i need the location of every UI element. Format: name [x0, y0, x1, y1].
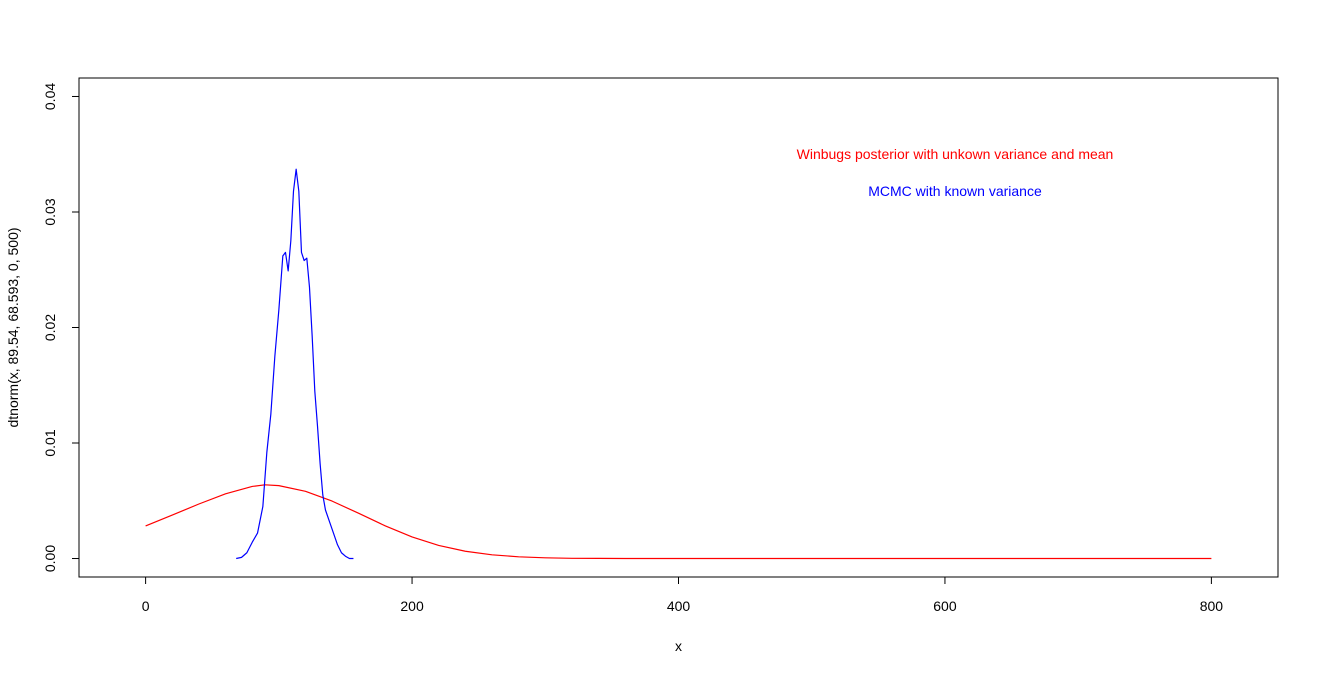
y-axis-label: dtnorm(x, 89.54, 68.593, 0, 500): [5, 227, 21, 427]
annotation-red: Winbugs posterior with unkown variance a…: [797, 146, 1114, 162]
x-tick-label: 400: [667, 598, 691, 614]
series-line-1: [145, 484, 1212, 560]
x-tick-label: 200: [400, 598, 424, 614]
x-axis: 0 200 400 600 800: [142, 576, 1224, 614]
annotation-blue: MCMC with known variance: [868, 183, 1042, 199]
x-tick-label: 600: [933, 598, 957, 614]
y-tick-label: 0.00: [42, 545, 58, 572]
y-tick-label: 0.01: [42, 429, 58, 456]
x-tick-label: 800: [1200, 598, 1224, 614]
y-axis: 0.00 0.01 0.02 0.03 0.04: [42, 83, 80, 572]
series-line-2: [236, 168, 354, 560]
series-layer: [145, 168, 1212, 560]
y-tick-label: 0.04: [42, 83, 58, 110]
y-tick-label: 0.02: [42, 314, 58, 341]
x-tick-label: 0: [142, 598, 150, 614]
y-tick-label: 0.03: [42, 198, 58, 225]
x-axis-label: x: [675, 638, 682, 654]
